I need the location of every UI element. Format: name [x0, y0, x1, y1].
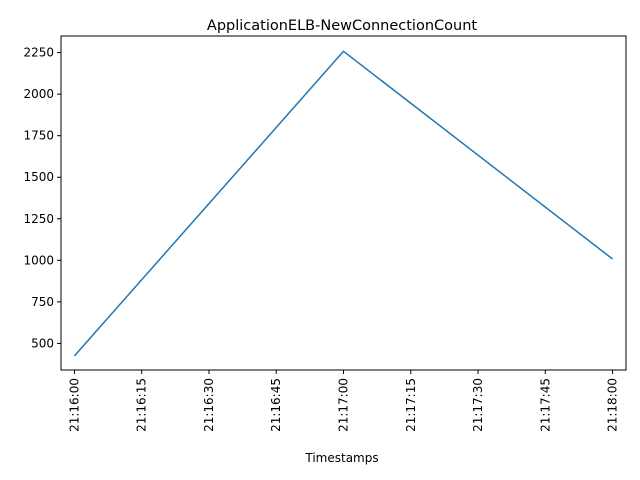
plot-frame [60, 35, 627, 371]
x-tick-label: 21:16:15 [135, 378, 149, 432]
y-tick-label: 1500 [23, 170, 54, 184]
x-tick-label: 21:17:15 [404, 378, 418, 432]
y-axis: 500 750 1000 1250 1500 1750 2000 2250 [23, 46, 61, 350]
x-tick-label: 21:16:45 [269, 378, 283, 432]
y-tick-label: 1000 [23, 253, 54, 267]
x-tick-label: 21:18:00 [606, 378, 620, 432]
series-line-0 [73, 50, 614, 357]
x-tick-label: 21:17:00 [337, 378, 351, 432]
x-axis-label: Timestamps [304, 451, 378, 465]
y-tick-label: 1750 [23, 129, 54, 143]
chart-title: ApplicationELB-NewConnectionCount [207, 18, 477, 34]
y-tick-label: 2000 [23, 87, 54, 101]
y-tick-label: 750 [31, 295, 54, 309]
y-tick-label: 500 [31, 336, 54, 350]
x-axis: 21:16:00 21:16:15 21:16:30 21:16:45 21:17:00… [67, 370, 620, 432]
x-tick-label: 21:17:45 [538, 378, 552, 432]
plot-area [73, 50, 614, 357]
x-tick-label: 21:16:30 [202, 378, 216, 432]
x-tick-label: 21:16:00 [67, 378, 81, 432]
y-tick-label: 2250 [23, 46, 54, 60]
y-tick-label: 1250 [23, 212, 54, 226]
x-tick-label: 21:17:30 [471, 378, 485, 432]
